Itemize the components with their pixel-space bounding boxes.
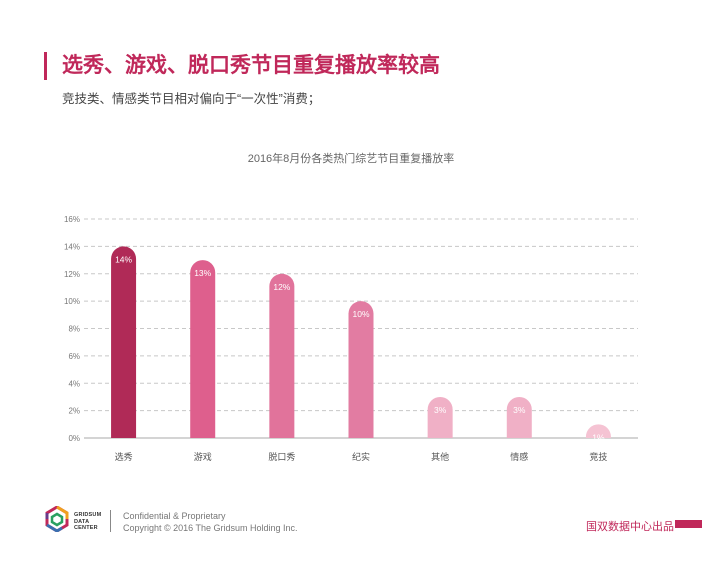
logo-text: GRIDSUM DATA CENTER [74,512,101,532]
y-tick-label: 12% [64,270,80,279]
footer-accent-bar [675,520,702,528]
y-tick-label: 6% [68,352,80,361]
bar [427,396,453,438]
bar [585,424,611,438]
footer-divider [110,510,111,532]
footer-brand: 国双数据中心出品 [586,521,674,533]
bar [190,260,216,438]
footer-line-1: Confidential & Proprietary [123,511,226,521]
page-title: 选秀、游戏、脱口秀节目重复播放率较高 [62,54,440,77]
data-label: 3% [434,405,447,415]
logo-line: CENTER [74,525,98,531]
y-tick-label: 0% [68,434,80,443]
y-tick-label: 10% [64,297,80,306]
chart-title: 2016年8月份各类热门综艺节目重复播放率 [247,153,455,165]
page-subtitle: 竞技类、情感类节目相对偏向于“一次性”消费； [62,92,321,106]
title-accent-bar [44,52,47,80]
data-label: 3% [513,405,526,415]
x-tick-label: 选秀 [115,451,133,462]
y-tick-label: 2% [68,407,80,416]
x-tick-label: 情感 [510,451,528,462]
y-tick-label: 8% [68,325,80,334]
y-tick-label: 4% [68,379,80,388]
bar [506,396,532,438]
x-tick-label: 竞技 [589,451,607,462]
data-label: 1% [592,432,605,442]
logo-line: GRIDSUM [74,512,102,518]
x-tick-label: 纪实 [352,451,370,462]
x-tick-label: 脱口秀 [268,451,295,462]
data-label: 12% [273,282,290,292]
data-label: 13% [194,268,211,278]
bar [348,301,374,438]
y-tick-label: 16% [64,215,80,224]
x-tick-label: 游戏 [194,451,212,462]
gridsum-logo-icon [45,506,69,532]
bar-chart: 0% 2% 4% 6% 8% 10% 12% 14% 16% 14% 选秀 13% 游戏 12% 脱口秀 10… [64,215,638,462]
y-tick-label: 14% [64,242,80,251]
data-label: 14% [115,254,132,264]
footer-line-2: Copyright © 2016 The Gridsum Holding Inc… [123,523,298,533]
logo-line: DATA [74,518,90,525]
bar [269,273,295,438]
data-label: 10% [352,309,369,319]
bar [111,246,137,438]
x-tick-label: 其他 [431,451,449,462]
footer-copyright: Confidential & Proprietary Copyright © 2… [123,510,298,534]
